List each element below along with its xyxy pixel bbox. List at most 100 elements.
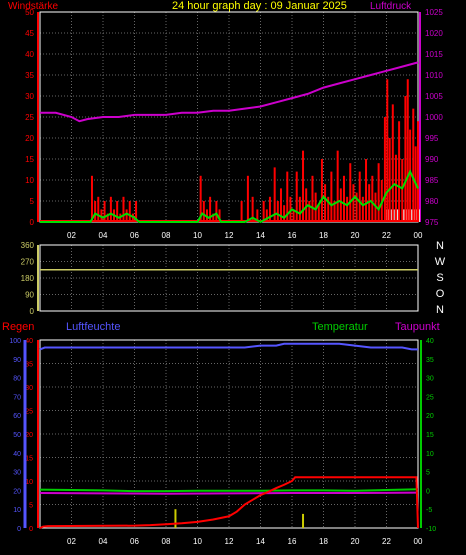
humidity-tick-label: 0 (17, 526, 21, 533)
temperature-tick-label: 30 (426, 376, 434, 383)
humidity-tick-label: 70 (13, 394, 21, 401)
x-tick-label: 00 (414, 231, 423, 240)
humidity-tick-label: 40 (13, 451, 21, 458)
humidity-tick-label: 80 (13, 376, 21, 383)
right-tick-label: 990 (425, 155, 439, 164)
x-tick-label: 04 (99, 537, 108, 546)
header-pressure-label: Luftdruck (370, 1, 412, 12)
x-tick-label: 12 (225, 231, 234, 240)
left-tick-label: 50 (25, 8, 34, 17)
left-tick-label: 35 (25, 71, 34, 80)
direction-tick-label: 0 (30, 307, 35, 316)
temperature-tick-label: 0 (426, 488, 430, 495)
rain-tick-label: 15 (25, 456, 33, 463)
compass-label: W (435, 256, 446, 268)
x-tick-label: 02 (67, 537, 76, 546)
right-tick-label: 1020 (425, 29, 443, 38)
right-tick-label: 1015 (425, 50, 443, 59)
x-tick-label: 02 (67, 231, 76, 240)
gray-bar (401, 209, 406, 222)
temperature-tick-label: 35 (426, 357, 434, 364)
gray-bar (395, 209, 400, 222)
right-tick-label: 980 (425, 197, 439, 206)
rain-tick-label: 35 (25, 362, 33, 369)
rain-tick-label: 0 (29, 526, 33, 533)
direction-tick-label: 270 (21, 258, 35, 267)
right-tick-label: 995 (425, 134, 439, 143)
left-tick-label: 20 (25, 134, 34, 143)
x-tick-label: 08 (162, 537, 171, 546)
left-tick-label: 5 (30, 197, 35, 206)
x-tick-label: 22 (382, 537, 391, 546)
rain-tick-label: 10 (25, 479, 33, 486)
temperature-tick-label: 40 (426, 338, 434, 345)
taupunkt-label: Taupunkt (395, 321, 440, 333)
x-tick-label: 14 (256, 537, 265, 546)
left-tick-label: 25 (25, 113, 34, 122)
humidity-tick-label: 90 (13, 357, 21, 364)
x-tick-label: 14 (256, 231, 265, 240)
rain-tick-label: 40 (25, 338, 33, 345)
direction-tick-label: 90 (25, 291, 34, 300)
temperature-tick-label: 10 (426, 451, 434, 458)
panel-frame (39, 339, 419, 529)
wind-average-line (40, 169, 419, 224)
x-tick-label: 16 (288, 537, 297, 546)
right-tick-label: 985 (425, 176, 439, 185)
left-tick-label: 45 (25, 29, 34, 38)
luftfeuchte-label: Luftfeuchte (66, 321, 120, 333)
right-tick-label: 1000 (425, 113, 443, 122)
left-tick-label: 10 (25, 176, 34, 185)
left-tick-label: 30 (25, 92, 34, 101)
rain-tick-label: 25 (25, 409, 33, 416)
x-tick-label: 08 (162, 231, 171, 240)
right-tick-label: 1010 (425, 71, 443, 80)
x-tick-label: 12 (225, 537, 234, 546)
rain-tick-label: 5 (29, 503, 33, 510)
temperature-line (39, 488, 419, 493)
left-tick-label: 40 (25, 50, 34, 59)
header-wind-label: Windstärke (8, 1, 58, 12)
humidity-tick-label: 60 (13, 413, 21, 420)
x-tick-label: 16 (288, 231, 297, 240)
x-tick-label: 06 (130, 537, 139, 546)
direction-tick-label: 360 (21, 241, 35, 250)
x-tick-label: 20 (351, 231, 360, 240)
left-tick-label: 15 (25, 155, 34, 164)
temperature-tick-label: -10 (426, 526, 436, 533)
temperature-tick-label: 15 (426, 432, 434, 439)
x-tick-label: 18 (319, 537, 328, 546)
compass-label: S (436, 272, 443, 284)
pressure-line (40, 61, 419, 123)
rain-tick-label: 20 (25, 432, 33, 439)
right-tick-label: 1005 (425, 92, 443, 101)
temperature-tick-label: 20 (426, 413, 434, 420)
chart-title: 24 hour graph day : 09 Januar 2025 (172, 0, 347, 12)
temperature-tick-label: -5 (426, 507, 432, 514)
regen-label: Regen (2, 321, 34, 333)
humidity-tick-label: 10 (13, 507, 21, 514)
humidity-line (39, 342, 418, 351)
dewpoint-line (39, 491, 419, 495)
x-tick-label: 04 (99, 231, 108, 240)
temperatur-label: Temperatur (312, 321, 368, 333)
x-tick-label: 10 (193, 537, 202, 546)
humidity-tick-label: 50 (13, 432, 21, 439)
temperature-tick-label: 5 (426, 470, 430, 477)
humidity-tick-label: 20 (13, 488, 21, 495)
right-tick-label: 1025 (425, 8, 443, 17)
x-tick-label: 20 (351, 537, 360, 546)
compass-label: N (436, 240, 444, 252)
x-tick-label: 10 (193, 231, 202, 240)
panel-frame (39, 244, 419, 312)
x-tick-label: 00 (414, 537, 423, 546)
humidity-tick-label: 30 (13, 470, 21, 477)
humidity-tick-label: 100 (9, 338, 21, 345)
temperature-tick-label: 25 (426, 394, 434, 401)
direction-tick-label: 180 (21, 274, 35, 283)
rain-line (39, 476, 419, 529)
x-tick-label: 18 (319, 231, 328, 240)
x-tick-label: 06 (130, 231, 139, 240)
compass-label: O (436, 288, 445, 300)
